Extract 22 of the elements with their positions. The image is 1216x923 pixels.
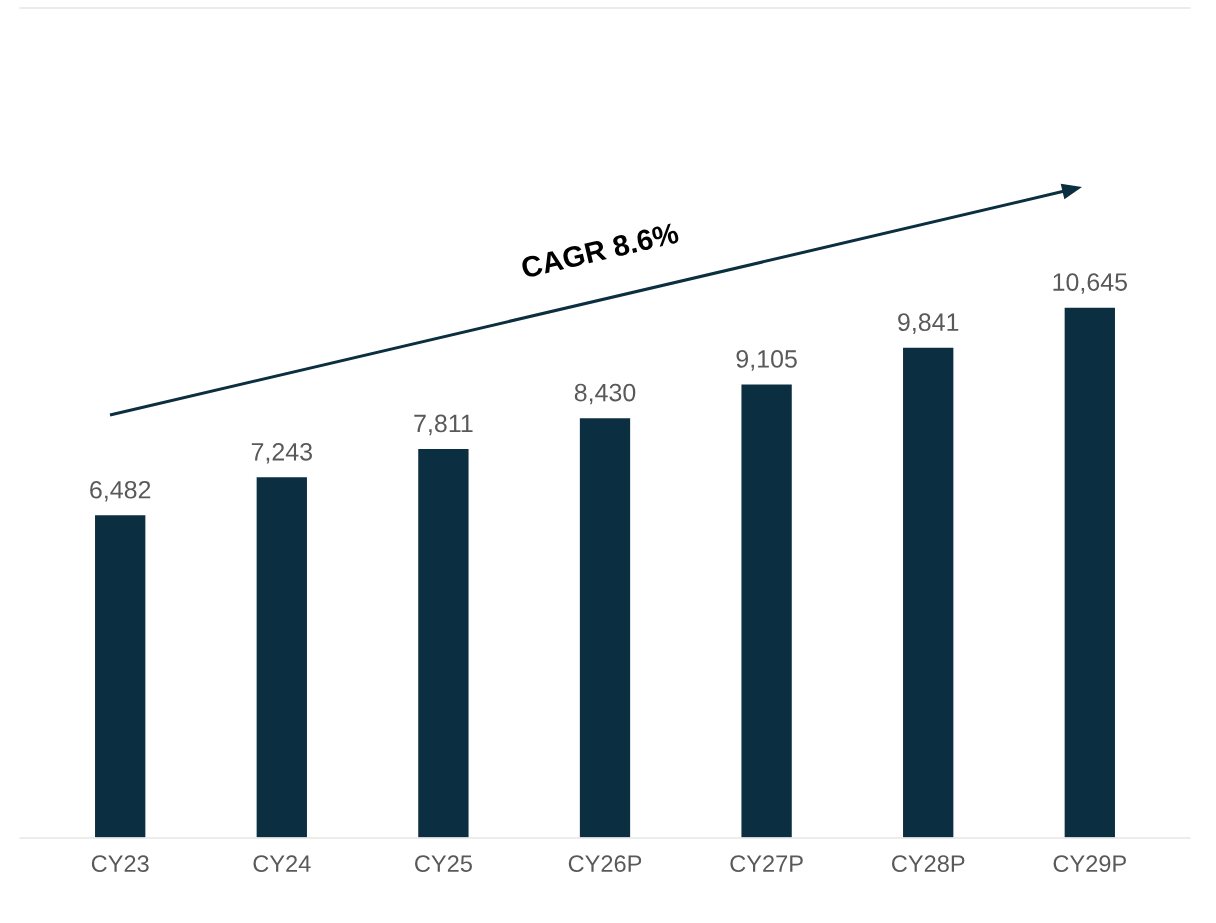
- data-label: 7,811: [414, 414, 473, 436]
- bar: [740, 383, 794, 838]
- text: CAGR 8.6%: [520, 222, 680, 279]
- x-tick-label: CY24: [253, 855, 311, 873]
- x-tick-label: CY25: [415, 855, 472, 873]
- data-label: 10,645: [1053, 273, 1127, 294]
- bar: [93, 513, 147, 838]
- data-label: 6,482: [90, 480, 151, 502]
- x-tick-label: CY29P: [1053, 855, 1126, 873]
- bar: [416, 447, 470, 838]
- bar: [1063, 306, 1117, 838]
- data-label: 9,105: [736, 350, 797, 371]
- bar: [255, 475, 309, 838]
- bar: [901, 346, 955, 838]
- bar: [578, 416, 632, 838]
- x-tick-label: CY23: [91, 855, 149, 873]
- data-label: 9,841: [898, 313, 959, 334]
- x-tick-label: CY26P: [568, 855, 642, 873]
- data-label: 7,243: [251, 442, 312, 464]
- x-tick-label: CY27P: [730, 855, 803, 873]
- x-tick-label: CY28P: [892, 855, 965, 873]
- data-label: 8,430: [574, 383, 636, 405]
